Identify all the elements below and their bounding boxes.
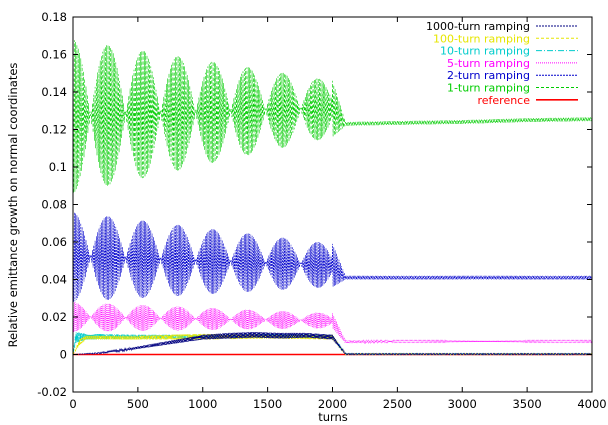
series-line-1000-turn-ramping <box>73 331 592 356</box>
series-line-5-turn-ramping <box>73 301 592 345</box>
x-tick-label: 4000 <box>577 397 606 411</box>
y-tick-label: 0.04 <box>41 273 67 287</box>
y-tick-label: 0.16 <box>41 48 67 62</box>
x-tick-label: 0 <box>69 397 76 411</box>
series-5-turn-ramping <box>73 301 592 345</box>
legend-label-2-turn-ramping: 2-turn ramping <box>447 69 530 82</box>
x-tick-label: 2000 <box>318 397 347 411</box>
y-tick-label: 0.12 <box>41 123 67 137</box>
y-tick-label: 0.02 <box>41 310 67 324</box>
legend-label-1000-turn-ramping: 1000-turn ramping <box>426 20 530 33</box>
x-tick-label: 1000 <box>188 397 217 411</box>
legend-label-5-turn-ramping: 5-turn ramping <box>447 57 530 70</box>
y-tick-label: 0 <box>60 348 67 362</box>
y-tick-label: 0.18 <box>41 10 67 24</box>
plot-traces <box>73 39 592 356</box>
x-tick-label: 500 <box>127 397 149 411</box>
series-line-1-turn-ramping <box>73 39 592 194</box>
x-axis-label: turns <box>318 410 348 424</box>
y-tick-label: 0.08 <box>41 198 67 212</box>
x-tick-label: 2500 <box>383 397 412 411</box>
x-tick-label: 3500 <box>512 397 541 411</box>
y-tick-label: 0.1 <box>49 160 67 174</box>
x-tick-label: 3000 <box>448 397 477 411</box>
series-1000-turn-ramping <box>73 331 592 356</box>
y-tick-label: 0.06 <box>41 235 67 249</box>
y-tick-label: 0.14 <box>41 85 67 99</box>
x-tick-label: 1500 <box>253 397 282 411</box>
legend-label-100-turn-ramping: 100-turn ramping <box>433 32 530 45</box>
axes: 0 500 1000 1500 2000 2500 3000 3500 4000-0.0200.… <box>37 10 606 411</box>
series-2-turn-ramping <box>73 211 592 302</box>
series-1-turn-ramping <box>73 39 592 194</box>
y-axis-label: Relative emittance growth on normal coor… <box>6 63 20 348</box>
legend-label-1-turn-ramping: 1-turn ramping <box>447 82 530 95</box>
legend-label-10-turn-ramping: 10-turn ramping <box>440 45 530 58</box>
y-tick-label: -0.02 <box>37 385 67 399</box>
legend-label-reference: reference <box>477 94 530 107</box>
series-line-2-turn-ramping <box>73 211 592 302</box>
